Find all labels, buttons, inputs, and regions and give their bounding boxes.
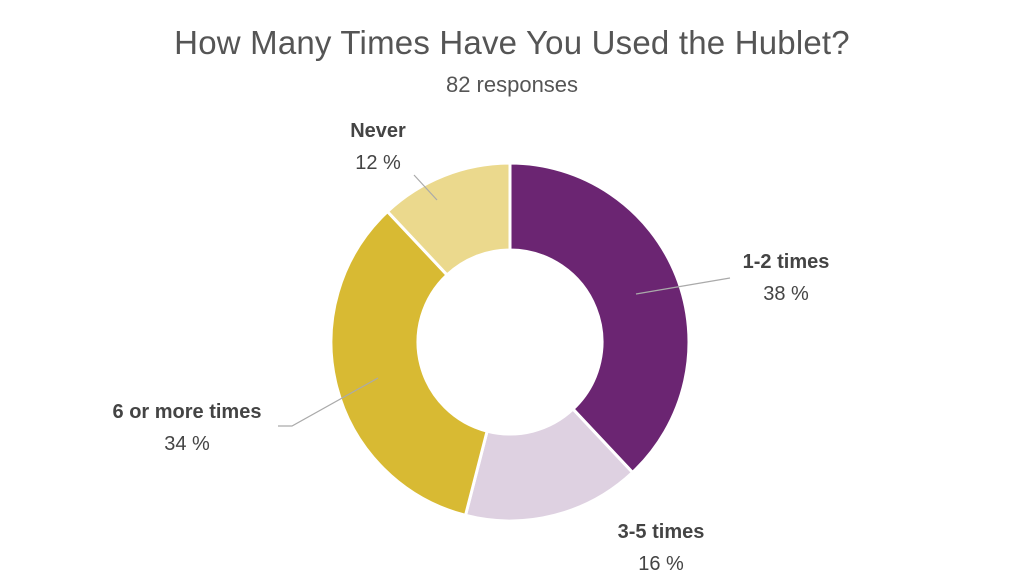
slice-label: 1-2 times	[743, 251, 830, 273]
leader-line	[413, 174, 438, 201]
donut-slice-never	[385, 161, 512, 278]
slice-value-label: 34 %	[164, 433, 210, 455]
donut-slice-1-2-times	[508, 161, 691, 475]
chart-title: How Many Times Have You Used the Hublet?	[174, 24, 850, 61]
slice-label: 6 or more times	[113, 401, 262, 423]
slice-value-label: 12 %	[355, 152, 401, 174]
leader-line	[278, 377, 379, 427]
donut-slice-6-or-more-times	[329, 209, 489, 518]
slice-label: Never	[350, 120, 406, 142]
slice-value-label: 16 %	[638, 553, 684, 575]
slice-label: 3-5 times	[618, 521, 705, 543]
chart-subtitle: 82 responses	[445, 72, 579, 97]
donut-slice-3-5-times	[463, 406, 635, 523]
leader-line	[635, 277, 731, 295]
slice-value-label: 38 %	[763, 283, 809, 305]
